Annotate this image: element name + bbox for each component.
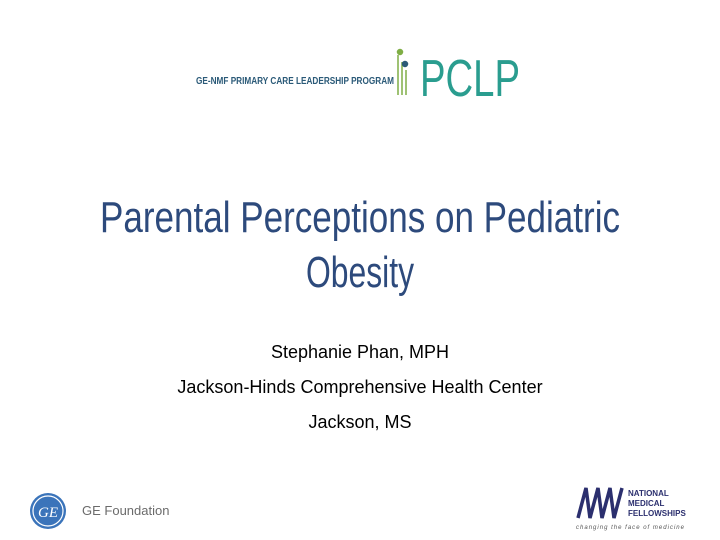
program-name: GE-NMF PRIMARY CARE LEADERSHIP PROGRAM — [196, 75, 394, 87]
nmf-tagline: changing the face of medicine — [576, 525, 685, 531]
logo-stems — [396, 48, 409, 95]
ge-logo-ring — [32, 495, 64, 527]
ge-foundation: GE Foundation — [82, 503, 169, 518]
program-acronym: PCLP — [420, 50, 520, 108]
ge-logo — [30, 493, 66, 529]
nmf-mark — [576, 487, 624, 519]
presenter-line: Stephanie Phan, MPH — [271, 342, 449, 362]
nmf-name: NATIONAL — [628, 489, 669, 498]
nmf-name: FELLOWSHIPS — [628, 509, 686, 518]
ge-monogram: GE — [38, 505, 58, 521]
nmf-name: MEDICAL — [628, 499, 665, 508]
title-line: Parental Perceptions on Pediatric — [100, 193, 620, 242]
presenter-line: Jackson-Hinds Comprehensive Health Cente… — [177, 377, 542, 397]
presenter-line: Jackson, MS — [308, 412, 411, 432]
title-line: Obesity — [306, 248, 414, 297]
